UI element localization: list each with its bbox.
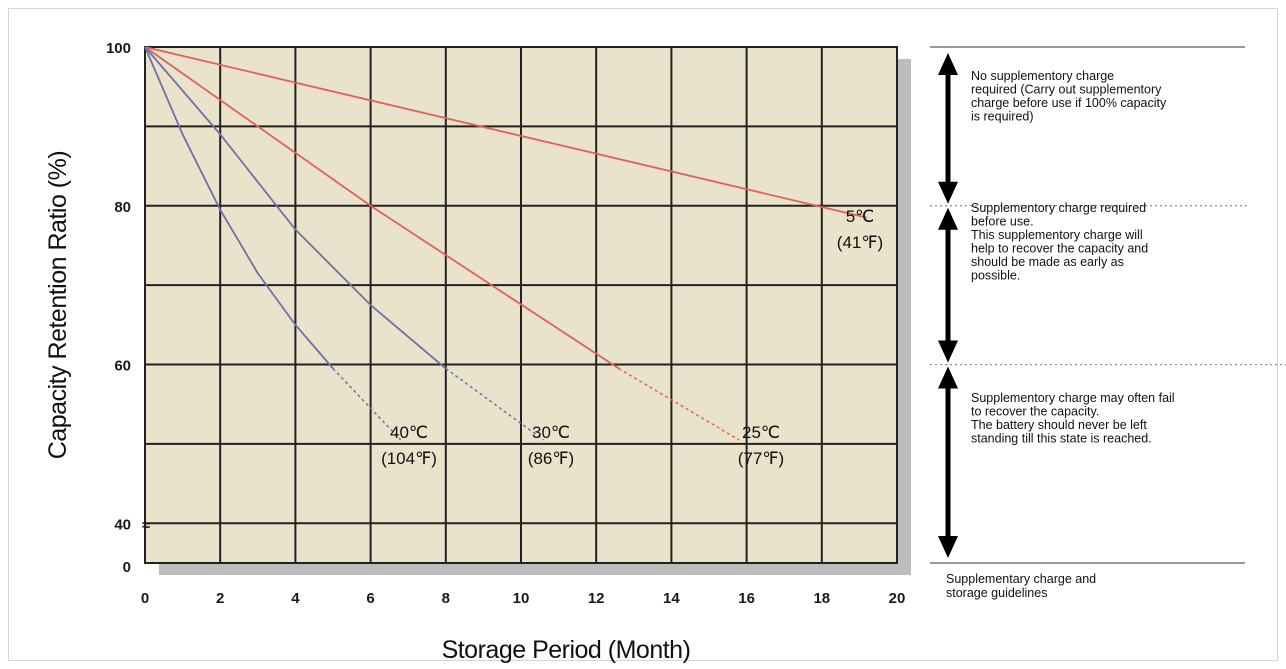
guideline-note-line: charge before use if 100% capacity — [971, 96, 1167, 110]
series-label-fahrenheit: (77℉) — [738, 449, 784, 468]
arrow-head-up — [938, 366, 958, 389]
y-tick-label-zero: 0 — [123, 559, 131, 576]
guideline-note-line: is required) — [971, 110, 1034, 124]
series-label-temp: 5℃ — [846, 207, 875, 226]
x-tick-label: 0 — [141, 590, 149, 607]
series-label-fahrenheit: (86℉) — [528, 449, 574, 468]
series-line-0 — [144, 46, 868, 219]
series-label-fahrenheit: (104℉) — [381, 449, 437, 468]
guideline-note-line: No supplementory charge — [971, 69, 1114, 83]
plot-border — [144, 46, 898, 564]
arrow-head-down — [938, 536, 958, 558]
series-line-1 — [144, 46, 620, 370]
x-tick-label: 2 — [216, 590, 224, 607]
guideline-note-line: before use. — [971, 215, 1034, 229]
guideline-note-line: should be made as early as — [971, 255, 1124, 269]
x-tick-label: 6 — [366, 590, 374, 607]
guidelines-caption-line: Supplementary charge and — [946, 572, 1096, 586]
series-extension-1 — [618, 367, 740, 441]
series-label-temp: 40℃ — [390, 423, 428, 442]
series-line-3 — [144, 46, 334, 370]
guideline-note-3: Supplementory charge may often fail to re… — [971, 391, 1175, 446]
guideline-note-1: No supplementory charge required (Carry o… — [971, 69, 1167, 124]
guideline-note-line: This supplementory charge will — [971, 228, 1143, 242]
arrow-head-down — [938, 181, 958, 204]
guideline-note-line: Supplementory charge required — [971, 201, 1146, 215]
guideline-note-2: Supplementory charge required before use.… — [971, 201, 1148, 283]
guideline-note-line: required (Carry out supplementory — [971, 83, 1162, 97]
arrow-head-up — [938, 207, 958, 230]
guideline-note-line: Supplementory charge may often fail — [971, 391, 1175, 405]
x-tick-label: 18 — [813, 590, 830, 607]
y-tick-label: 40 — [114, 516, 131, 533]
arrow-head-up — [938, 53, 958, 75]
x-tick-label: 16 — [738, 590, 755, 607]
y-tick-label: 60 — [114, 358, 131, 375]
guideline-note-line: help to recover the capacity and — [971, 242, 1148, 256]
guideline-note-line: to recover the capacity. — [971, 405, 1099, 419]
chart-frame — [8, 8, 1278, 661]
series-label-temp: 30℃ — [532, 423, 570, 442]
series-line-2 — [144, 46, 447, 370]
guidelines-caption-line: storage guidelines — [946, 586, 1047, 600]
guidelines-caption: Supplementary charge and storage guidelin… — [946, 572, 1096, 600]
series-label-temp: 25℃ — [742, 423, 780, 442]
y-axis-title: Capacity Retention Ratio (%) — [44, 151, 72, 459]
arrow-head-down — [938, 340, 958, 363]
y-tick-label: 80 — [114, 199, 131, 216]
y-tick-label: 100 — [106, 40, 131, 57]
series-extension-2 — [445, 367, 545, 441]
x-tick-label: 4 — [291, 590, 300, 607]
axis-break-symbol: ≈ — [142, 517, 150, 534]
x-tick-label: 10 — [513, 590, 530, 607]
guideline-note-line: standing till this state is reached. — [971, 432, 1152, 446]
x-tick-label: 12 — [588, 590, 605, 607]
series-label-fahrenheit: (41℉) — [837, 233, 883, 252]
x-axis-title: Storage Period (Month) — [442, 636, 691, 664]
series-extension-3 — [332, 367, 402, 441]
range-arrow-1 — [938, 53, 958, 204]
range-arrow-3 — [938, 366, 958, 558]
range-arrow-2 — [938, 207, 958, 363]
x-tick-label: 8 — [442, 590, 450, 607]
x-tick-label: 20 — [889, 590, 906, 607]
x-tick-label: 14 — [663, 590, 680, 607]
guideline-note-line: possible. — [971, 269, 1020, 283]
guideline-note-line: The battery should never be left — [971, 418, 1147, 432]
